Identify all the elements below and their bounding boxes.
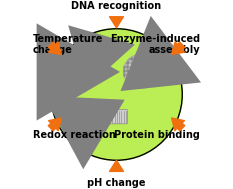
FancyArrowPatch shape: [171, 118, 185, 131]
Text: Enzyme-induced
assembly: Enzyme-induced assembly: [110, 34, 200, 55]
Circle shape: [92, 112, 101, 122]
Text: pH change: pH change: [87, 178, 146, 188]
Circle shape: [82, 62, 85, 65]
Text: Temperature
change: Temperature change: [33, 34, 103, 55]
FancyArrowPatch shape: [110, 17, 123, 28]
Text: DNA recognition: DNA recognition: [72, 1, 161, 11]
FancyArrowPatch shape: [48, 42, 62, 54]
Text: Protein binding: Protein binding: [114, 130, 200, 140]
Circle shape: [129, 60, 144, 75]
FancyArrowPatch shape: [171, 42, 185, 54]
Circle shape: [51, 29, 182, 160]
FancyArrowPatch shape: [48, 118, 62, 131]
FancyBboxPatch shape: [95, 110, 127, 124]
FancyArrowPatch shape: [110, 160, 123, 171]
Circle shape: [124, 54, 157, 88]
Text: Redox reaction: Redox reaction: [33, 130, 116, 140]
Circle shape: [81, 61, 88, 69]
